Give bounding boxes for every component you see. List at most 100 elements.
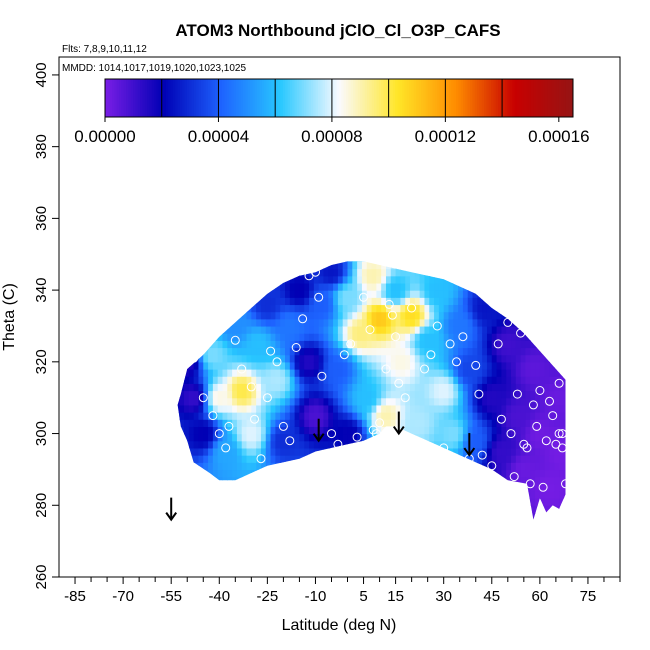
heatmap-cell: [414, 404, 421, 413]
heatmap-cell: [198, 261, 204, 263]
heatmap-cell: [563, 447, 566, 456]
heatmap-cell: [260, 347, 267, 356]
heatmap-cell: [309, 498, 315, 506]
heatmap-cell: [443, 268, 450, 277]
heatmap-cell: [434, 282, 440, 291]
heatmap-cell: [241, 483, 248, 492]
heatmap-cell: [357, 369, 363, 377]
heatmap-cell: [265, 297, 272, 306]
heatmap-cell: [539, 412, 546, 420]
heatmap-cell: [256, 261, 262, 263]
heatmap-cell: [390, 383, 397, 392]
heatmap-cell: [313, 261, 320, 263]
heatmap-cell: [563, 282, 566, 291]
heatmap-cell: [501, 440, 507, 449]
heatmap-cell: [232, 512, 238, 520]
heatmap-cell: [256, 520, 261, 528]
colorbar-segment: [420, 79, 424, 117]
heatmap-cell: [217, 361, 224, 370]
heatmap-cell: [501, 340, 507, 349]
heatmap-cell: [544, 383, 551, 392]
colorbar-segment: [547, 79, 551, 117]
heatmap-cell: [289, 261, 296, 270]
heatmap-cell: [304, 476, 310, 485]
colorbar-segment: [112, 79, 115, 117]
heatmap-cell: [318, 483, 325, 492]
heatmap-cell: [453, 311, 459, 320]
heatmap-cell: [347, 433, 353, 442]
heatmap-cell: [294, 483, 301, 492]
heatmap-cell: [472, 433, 478, 442]
heatmap-cell: [477, 376, 483, 384]
heatmap-cell: [309, 390, 315, 399]
heatmap-cell: [559, 354, 565, 363]
heatmap-cell: [477, 469, 483, 478]
heatmap-cell: [549, 318, 555, 327]
heatmap-cell: [438, 383, 445, 392]
heatmap-cell: [208, 261, 214, 263]
heatmap-cell: [294, 440, 301, 449]
colorbar-segment: [320, 79, 324, 117]
heatmap-cell: [217, 383, 224, 392]
observation-point: [548, 411, 558, 421]
heatmap-cell: [496, 483, 502, 492]
colorbar-segment: [486, 79, 490, 117]
heatmap-cell: [328, 512, 334, 520]
heatmap-cell: [198, 333, 204, 341]
heatmap-cell: [443, 282, 450, 291]
colorbar: 0.00000 0.00004 0.00008 0.00012 0.00016: [74, 78, 590, 146]
heatmap-cell: [212, 498, 219, 506]
heatmap-cell: [289, 275, 296, 284]
heatmap-cell: [453, 268, 459, 277]
heatmap-cell: [208, 404, 214, 413]
colorbar-segment: [516, 79, 520, 117]
heatmap-cell: [198, 347, 204, 356]
heatmap-cell: [217, 512, 224, 520]
heatmap-cell: [554, 361, 560, 370]
heatmap-cell: [462, 397, 469, 406]
heatmap-cell: [544, 340, 551, 349]
heatmap-cell: [443, 433, 450, 442]
colorbar-segment: [463, 79, 466, 117]
heatmap-cell: [213, 520, 218, 528]
heatmap-cell: [419, 397, 426, 406]
colorbar-segment: [170, 79, 174, 117]
heatmap-cell: [294, 412, 301, 420]
heatmap-cell: [482, 333, 488, 341]
heatmap-cell: [559, 390, 565, 399]
heatmap-cell: [501, 520, 506, 528]
heatmap-cell: [309, 361, 315, 370]
heatmap-cell: [304, 304, 310, 313]
heatmap-cell: [381, 520, 386, 528]
observation-point: [317, 371, 327, 381]
heatmap-cell: [193, 297, 200, 306]
heatmap-cell: [177, 447, 180, 456]
heatmap-cell: [366, 440, 373, 449]
heatmap-cell: [203, 383, 209, 392]
heatmap-cell: [309, 397, 315, 406]
heatmap-cell: [222, 412, 228, 420]
heatmap-cell: [491, 318, 498, 327]
heatmap-cell: [184, 512, 190, 520]
heatmap-cell: [429, 476, 435, 485]
heatmap-cell: [280, 383, 286, 392]
heatmap-cell: [179, 419, 185, 427]
heatmap-cell: [535, 404, 541, 413]
colorbar-segment: [484, 79, 487, 117]
heatmap-cell: [232, 426, 238, 435]
heatmap-cell: [352, 426, 358, 435]
heatmap-cell: [236, 455, 243, 463]
heatmap-cell: [448, 275, 454, 284]
heatmap-cell: [424, 498, 430, 506]
heatmap-cell: [342, 483, 349, 492]
heatmap-cell: [376, 376, 382, 384]
heatmap-cell: [371, 361, 377, 370]
heatmap-cell: [496, 462, 502, 471]
heatmap-cell: [434, 290, 440, 298]
heatmap-cell: [569, 383, 574, 391]
heatmap-cell: [275, 383, 281, 392]
heatmap-cell: [448, 304, 454, 313]
heatmap-cell: [294, 397, 301, 406]
heatmap-cell: [443, 297, 450, 306]
observation-point: [413, 439, 423, 449]
